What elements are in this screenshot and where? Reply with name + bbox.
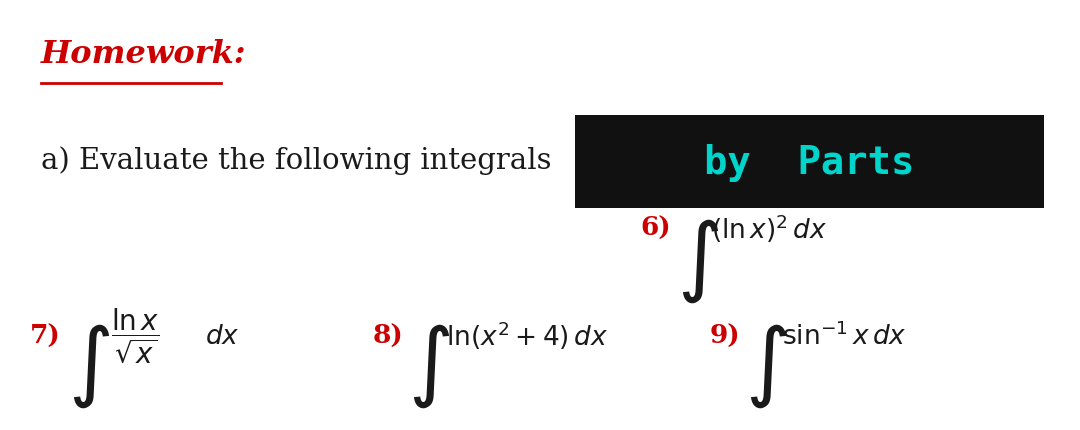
Text: $\int$: $\int$	[68, 322, 110, 409]
Text: $\int$: $\int$	[408, 322, 450, 409]
Text: Homework:: Homework:	[41, 39, 246, 70]
Text: by  Parts: by Parts	[704, 143, 915, 181]
Text: $\ln(x^2+4)\,dx$: $\ln(x^2+4)\,dx$	[446, 319, 608, 352]
Text: 8): 8)	[373, 323, 403, 348]
Text: $\sin^{-1} x\,dx$: $\sin^{-1} x\,dx$	[782, 321, 907, 350]
Text: a) Evaluate the following integrals: a) Evaluate the following integrals	[41, 146, 552, 175]
Text: 9): 9)	[710, 323, 740, 348]
Text: 6): 6)	[640, 215, 671, 240]
Text: $dx$: $dx$	[205, 323, 240, 348]
Text: $\dfrac{\ln x}{\sqrt{x}}$: $\dfrac{\ln x}{\sqrt{x}}$	[111, 306, 160, 365]
FancyBboxPatch shape	[575, 116, 1044, 209]
Text: $(\ln x)^2\,dx$: $(\ln x)^2\,dx$	[711, 212, 827, 244]
Text: $\int$: $\int$	[677, 216, 719, 304]
Text: $\int$: $\int$	[745, 322, 787, 409]
Text: 7): 7)	[30, 323, 60, 348]
